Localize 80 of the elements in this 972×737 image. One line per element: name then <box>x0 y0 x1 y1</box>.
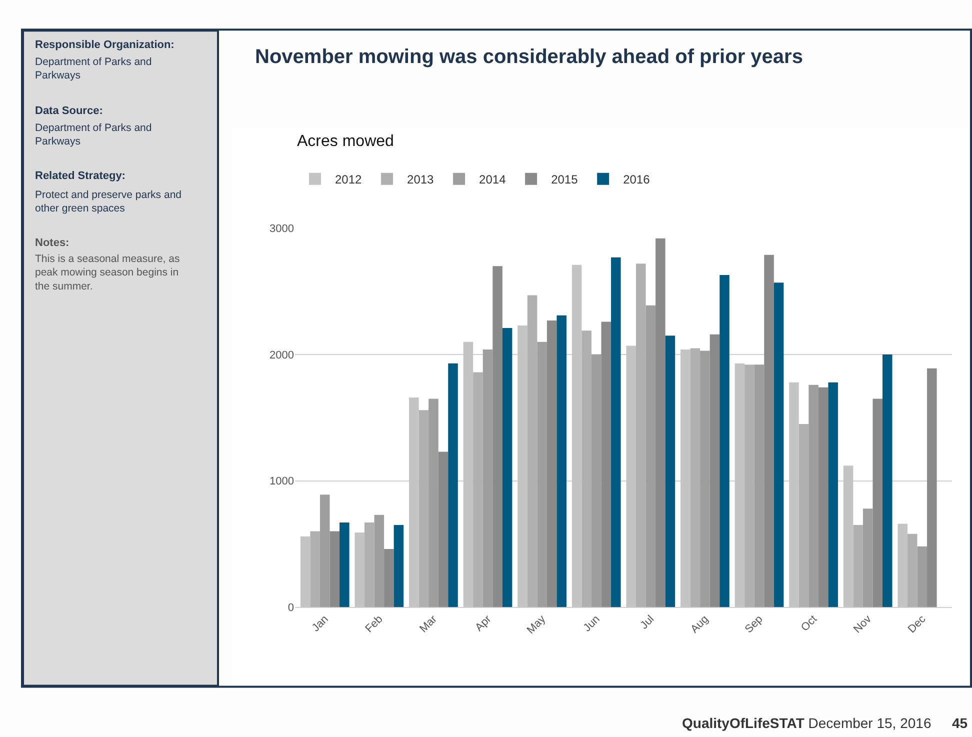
bar <box>320 494 330 608</box>
bar <box>853 524 863 608</box>
bar <box>473 372 483 608</box>
bar <box>656 238 666 608</box>
bar <box>818 387 828 608</box>
y-tick-label: 2000 <box>270 349 294 362</box>
bar <box>482 349 493 608</box>
text: 45 <box>952 715 968 731</box>
bar <box>665 336 676 608</box>
y-tick-label: 3000 <box>270 223 294 236</box>
bar <box>492 266 502 608</box>
x-tick-label: Aug <box>688 613 711 636</box>
bar <box>340 522 350 608</box>
x-tick-label: Jul <box>638 613 657 632</box>
y-tick-label: 1000 <box>270 476 294 488</box>
text: This is a seasonal measure, as peak mowing season begins in the summer. <box>35 253 180 292</box>
y-tick-label: 0 <box>288 602 294 614</box>
text: Protect and preserve parks and other green spaces <box>35 189 182 215</box>
bar <box>917 546 928 608</box>
text: Responsible Organization: <box>35 39 174 51</box>
text: Related Strategy: <box>35 170 126 182</box>
bar <box>418 410 429 608</box>
bar <box>798 424 809 608</box>
bar <box>374 514 384 608</box>
bar <box>601 322 612 608</box>
bar <box>690 348 700 608</box>
bar <box>710 334 720 608</box>
bar <box>808 384 818 608</box>
legend-label: 2012 <box>335 172 362 187</box>
x-tick-label: Dec <box>906 612 929 636</box>
x-tick-label: Mar <box>418 613 440 636</box>
legend-label: 2014 <box>479 172 506 187</box>
bar <box>611 257 621 608</box>
bar <box>828 382 838 608</box>
bar <box>646 305 656 608</box>
bar <box>582 330 592 608</box>
x-tick-label: Nov <box>852 612 874 636</box>
bar <box>862 508 873 608</box>
bar <box>537 342 547 608</box>
legend-label: 2015 <box>551 172 578 187</box>
bar <box>764 254 774 608</box>
bar <box>636 264 646 608</box>
source-note: Data Source: <box>35 105 103 117</box>
x-tick-label: Feb <box>363 613 386 636</box>
bar <box>907 534 918 608</box>
bar <box>556 315 566 608</box>
bar <box>384 548 394 608</box>
bar <box>330 531 340 608</box>
bar <box>754 364 764 608</box>
bar <box>502 328 512 608</box>
bar <box>428 398 438 608</box>
chart-subtitle: Acres mowed <box>297 133 394 150</box>
chart-title: November mowing was considerably ahead of prior years <box>255 46 803 68</box>
bar <box>744 364 754 608</box>
legend-label: 2013 <box>407 172 434 187</box>
bar <box>882 354 892 608</box>
bar <box>546 320 557 608</box>
x-tick-label: Sep <box>742 613 766 636</box>
x-tick-label: Oct <box>798 613 820 634</box>
x-tick-label: Apr <box>473 613 494 634</box>
bar <box>448 363 458 608</box>
x-tick-label: Jan <box>310 613 331 634</box>
bar <box>774 282 784 608</box>
bar <box>310 531 320 608</box>
bar <box>364 522 374 608</box>
bar <box>394 524 404 608</box>
text: Department of Parks and Parkways <box>35 56 152 82</box>
legend-label: 2016 <box>623 172 650 187</box>
x-tick-label: Jun <box>581 613 602 634</box>
bar <box>591 354 602 608</box>
text: Notes: <box>35 237 70 249</box>
bar <box>700 350 710 608</box>
text: QualityOfLifeSTAT December 15, 2016 <box>682 715 932 731</box>
bar <box>720 275 730 608</box>
x-tick-label: May <box>524 612 548 636</box>
bar <box>872 398 882 608</box>
bar <box>438 452 448 608</box>
bar <box>527 295 538 608</box>
text: Department of Parks and Parkways <box>35 122 152 148</box>
bar <box>927 368 937 608</box>
